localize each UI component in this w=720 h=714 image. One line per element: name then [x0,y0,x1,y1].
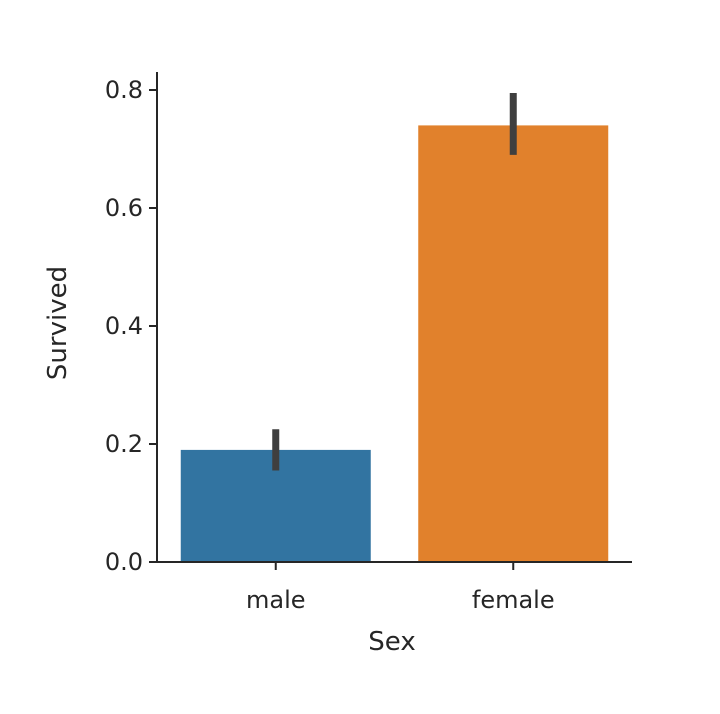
y-tick-label-0.0: 0.0 [105,548,143,576]
y-axis-label: Survived [43,266,73,380]
bars-group [180,125,609,563]
x-axis-label: Sex [368,627,415,657]
y-axis: 0.0 0.2 0.4 0.6 0.8 [105,72,158,576]
x-tick-label-male: male [246,586,306,614]
y-tick-label-0.2: 0.2 [105,430,143,458]
y-tick-label-0.8: 0.8 [105,76,143,104]
bar-female [418,125,609,563]
x-axis: male female [157,561,632,614]
error-bars-group [272,92,517,471]
y-tick-label-0.4: 0.4 [105,312,143,340]
y-tick-label-0.6: 0.6 [105,194,143,222]
x-tick-label-female: female [472,586,555,614]
